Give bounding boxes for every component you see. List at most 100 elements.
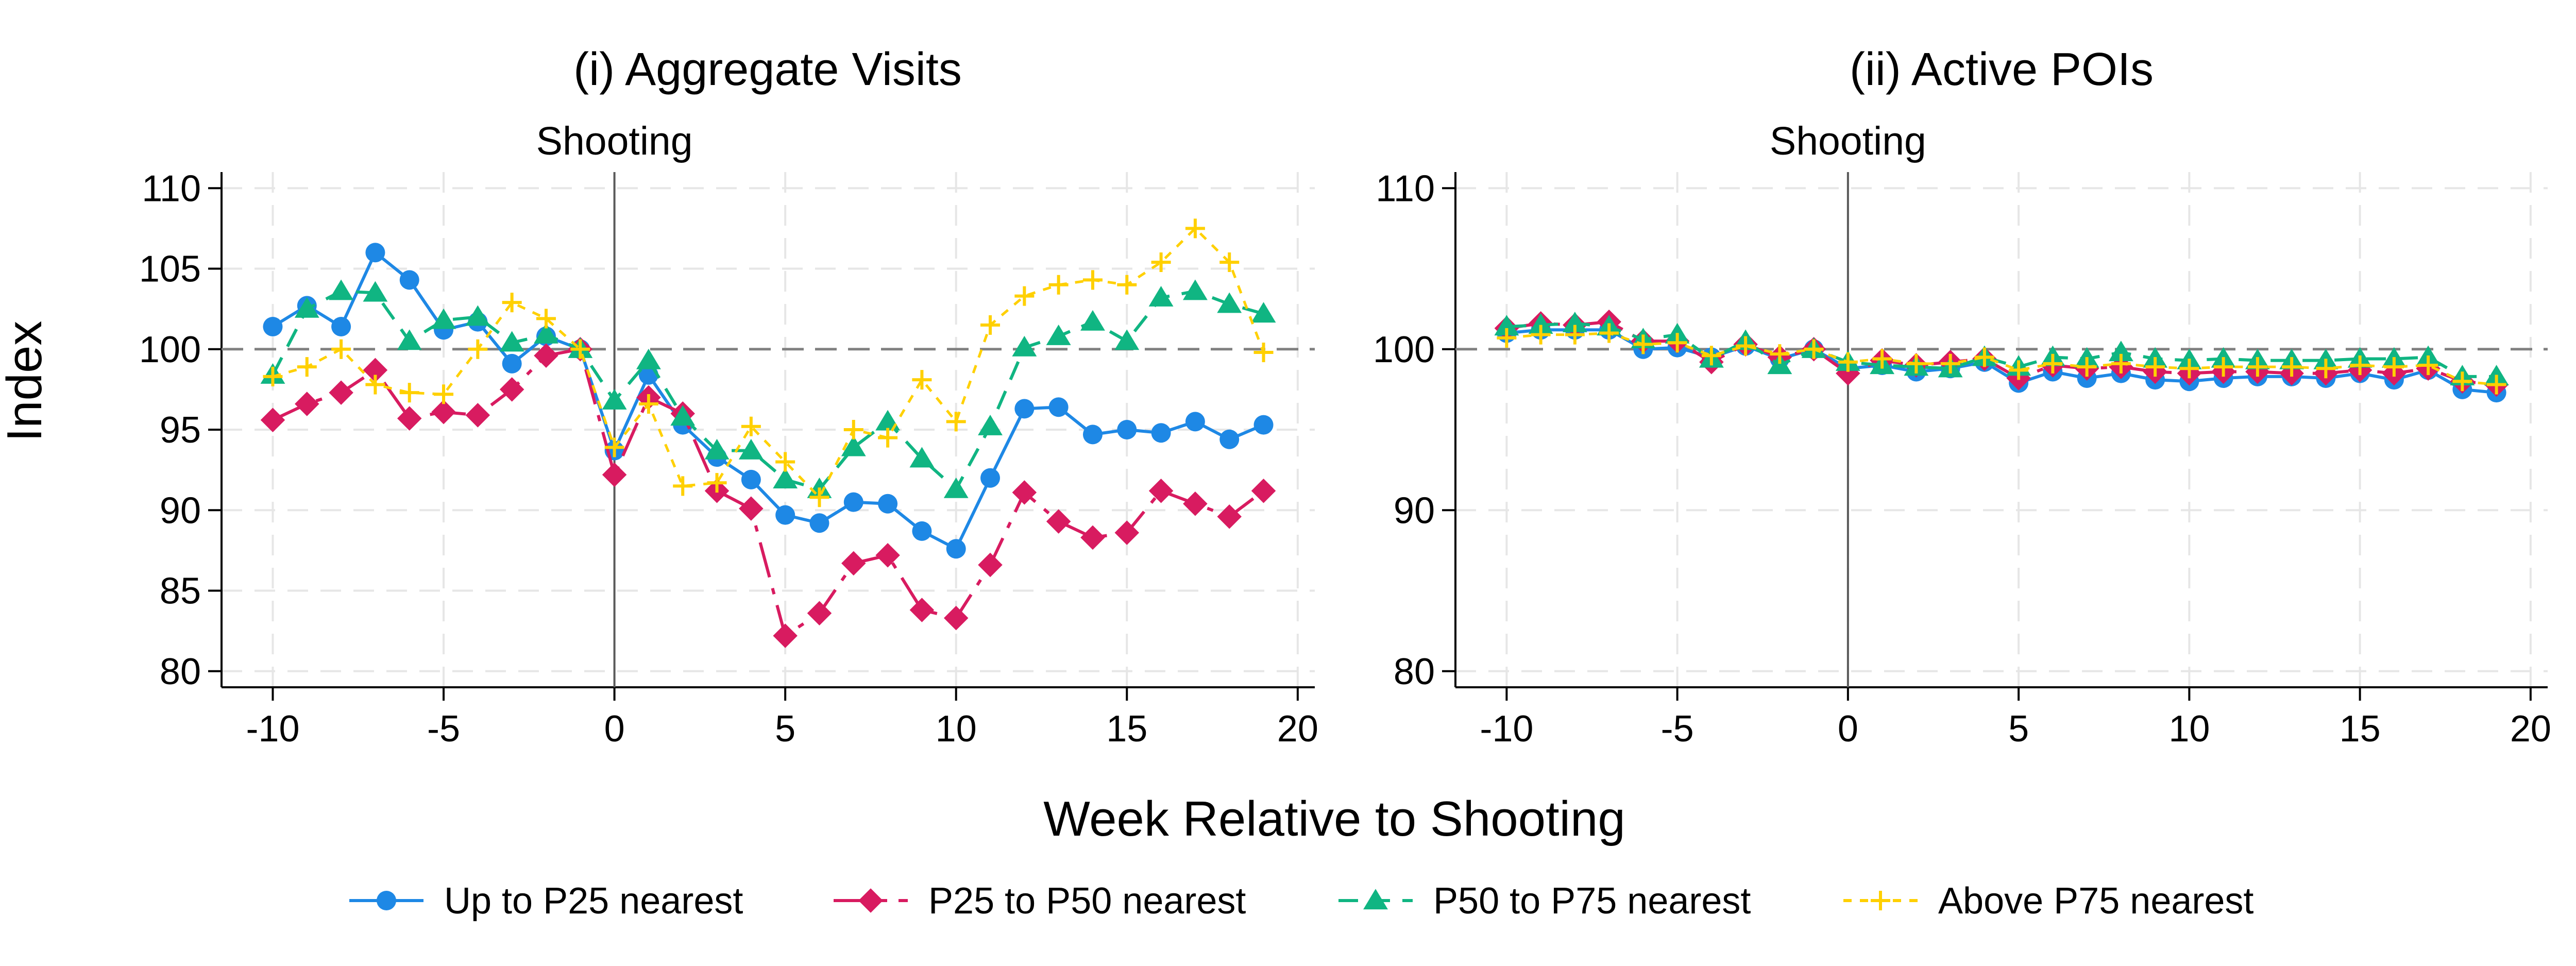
aggregate-visits-xtick-label-5: 15 [1106,708,1147,750]
aggregate-visits-series-3-point-24 [1080,310,1105,331]
active-pois-series-4-point-15 [2009,360,2029,380]
active-pois-xtick-label-0: -10 [1480,708,1533,750]
aggregate-visits-series-1-point-2 [331,317,351,336]
legend-item-2: P25 to P50 nearest [834,880,1246,922]
aggregate-visits-series-1-point-17 [843,492,863,512]
aggregate-visits-series-4-point-7 [502,293,522,313]
aggregate-visits-series-4-point-21 [980,315,1001,335]
active-pois-series-4-point-28 [2452,371,2472,392]
aggregate-visits-series-4-point-6 [468,339,488,359]
active-pois-series-4-point-23 [2282,357,2302,377]
legend-item-4: Above P75 nearest [1843,880,2253,922]
aggregate-visits-series-3-point-23 [1046,324,1071,345]
aggregate-visits-series-2-point-29 [1251,479,1276,503]
aggregate-visits-series-1-point-26 [1151,423,1171,443]
active-pois-series-4-point-1 [1531,325,1551,345]
aggregate-visits-series-2-point-2 [329,380,353,405]
aggregate-visits-series-2-point-17 [841,551,866,576]
aggregate-visits-series-4-point-27 [1185,218,1205,239]
aggregate-visits-series-2-point-25 [1114,520,1140,545]
legend-marker-2 [858,888,883,913]
aggregate-visits-series-3-point-5 [431,308,456,329]
aggregate-visits-series-2-point-24 [1080,525,1105,550]
active-pois-series-4-point-4 [1633,334,1653,354]
active-pois-series-4-point-14 [1974,347,1994,367]
active-pois-series-4-point-29 [2486,375,2506,395]
aggregate-visits-series-4-point-3 [365,375,385,395]
aggregate-visits-series-2-point-28 [1217,504,1242,529]
aggregate-visits-series-2-point-16 [807,601,832,625]
aggregate-visits-series-2-point-1 [295,392,319,416]
active-pois-series-4-point-5 [1667,333,1687,353]
aggregate-visits-series-3-point-1 [294,297,319,318]
active-pois-series-4-point-8 [1770,344,1790,364]
active-pois-xtick-label-6: 20 [2510,708,2551,750]
active-pois-series-4-point-25 [2350,355,2370,375]
aggregate-visits-series-4-point-11 [638,394,658,414]
aggregate-visits-series-3-point-4 [397,329,422,350]
aggregate-visits-series-1-point-19 [912,521,932,541]
active-pois-xtick-label-5: 15 [2340,708,2381,750]
legend-marker-4 [1871,891,1890,910]
active-pois-xtick-label-2: 0 [1838,708,1858,750]
aggregate-visits-series-4-point-25 [1117,275,1137,295]
aggregate-visits-series-1-point-20 [946,539,966,559]
aggregate-visits-series-4-point-24 [1082,270,1103,290]
aggregate-visits-series-2-point-27 [1183,492,1208,516]
aggregate-visits-series-2-point-15 [773,623,798,648]
aggregate-visits-ytick-label-0: 80 [160,651,201,692]
active-pois-ytick-label-1: 90 [1394,490,1435,531]
aggregate-visits-series-4-point-26 [1151,252,1171,272]
active-pois-series-4-point-16 [2043,353,2063,374]
aggregate-visits-series-2-point-23 [1046,509,1071,534]
aggregate-visits-series-4-point-20 [946,412,966,432]
aggregate-visits-title: (i) Aggregate Visits [573,44,962,95]
aggregate-visits-series-1-point-16 [809,513,829,533]
active-pois-series-4-point-19 [2145,357,2165,377]
aggregate-visits-series-3-point-12 [670,405,696,426]
aggregate-visits-series-2-point-20 [943,605,969,631]
aggregate-visits-ytick-label-1: 85 [160,571,201,612]
aggregate-visits-series-4-point-5 [434,384,454,404]
active-pois-shooting-label: Shooting [1770,119,1926,163]
active-pois-series-4-point-13 [1940,353,1960,374]
aggregate-visits-series-4-point-4 [399,383,419,403]
aggregate-visits-series-4-point-16 [809,487,829,507]
legend-label-4: Above P75 nearest [1938,880,2253,922]
aggregate-visits-series-2-point-26 [1148,479,1174,503]
aggregate-visits-series-2-point-10 [602,462,627,487]
aggregate-visits-series-4-point-9 [570,339,590,359]
active-pois-ytick-label-2: 100 [1373,329,1435,370]
active-pois-series-3-point-18 [2108,341,2133,362]
aggregate-visits-series-4-point-17 [843,420,863,439]
aggregate-visits-series-4-point-12 [673,476,693,496]
aggregate-visits-series-4-point-29 [1253,343,1274,362]
aggregate-visits-series-2-point-6 [465,403,490,428]
aggregate-visits-series-2-point-8 [534,343,558,368]
aggregate-visits-series-2-point-0 [260,408,285,432]
aggregate-visits-series-4-point-10 [604,437,624,457]
aggregate-visits-series-1-point-22 [1014,399,1035,419]
legend-item-1: Up to P25 nearest [349,880,743,922]
aggregate-visits-series-4-point-1 [297,357,317,377]
active-pois-series-4-point-18 [2111,353,2131,374]
aggregate-visits-series-1-point-21 [980,468,1001,488]
active-pois-series-3-point-1 [1528,313,1553,334]
legend-marker-3 [1363,889,1388,910]
aggregate-visits-series-4-point-22 [1014,286,1035,306]
aggregate-visits-series-3-point-6 [465,305,490,326]
aggregate-visits-series-1-point-4 [399,270,419,290]
aggregate-visits-series-4-point-8 [536,309,556,329]
aggregate-visits-series-3-point-15 [773,468,798,488]
active-pois-ytick-label-3: 110 [1376,168,1435,209]
aggregate-visits-series-3-point-7 [499,331,524,352]
active-pois-xtick-label-4: 10 [2168,708,2210,750]
aggregate-visits-series-3 [260,279,1276,498]
aggregate-visits-series-1-point-29 [1253,415,1274,435]
aggregate-visits-series-4-point-23 [1048,275,1069,295]
active-pois-title: (ii) Active POIs [1850,44,2154,95]
active-pois-series-4-point-2 [1565,325,1585,345]
aggregate-visits-series-1-point-18 [878,494,898,514]
active-pois-series-4-point-20 [2179,359,2199,379]
